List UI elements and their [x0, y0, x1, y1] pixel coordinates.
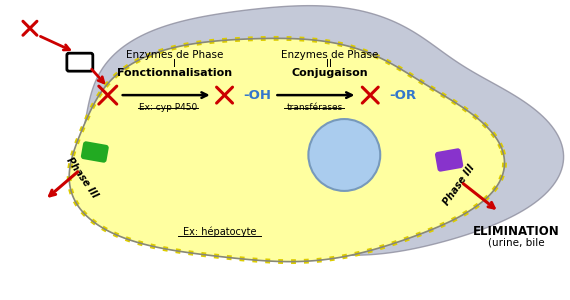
Polygon shape: [78, 6, 564, 255]
Text: ELIMINATION: ELIMINATION: [473, 225, 559, 238]
Text: -OH: -OH: [243, 88, 271, 102]
Text: Fonctionnalisation: Fonctionnalisation: [117, 68, 232, 78]
Text: Phase III: Phase III: [441, 163, 477, 207]
Text: Ex: hépatocyte: Ex: hépatocyte: [183, 226, 256, 237]
Text: -OR: -OR: [389, 88, 416, 102]
Text: Ex: cyp P450: Ex: cyp P450: [139, 103, 197, 112]
Text: Enzymes de Phase: Enzymes de Phase: [126, 50, 223, 60]
Text: Conjugaison: Conjugaison: [291, 68, 368, 78]
Text: transférases: transférases: [286, 103, 343, 112]
FancyBboxPatch shape: [82, 142, 108, 162]
FancyBboxPatch shape: [436, 149, 462, 171]
Text: Phase III: Phase III: [64, 156, 100, 200]
FancyBboxPatch shape: [67, 53, 93, 71]
Text: I: I: [173, 59, 176, 69]
Text: (urine, bile: (urine, bile: [488, 238, 544, 248]
Text: Enzymes de Phase: Enzymes de Phase: [280, 50, 378, 60]
Circle shape: [308, 119, 380, 191]
Polygon shape: [69, 38, 504, 262]
Text: II: II: [327, 59, 332, 69]
